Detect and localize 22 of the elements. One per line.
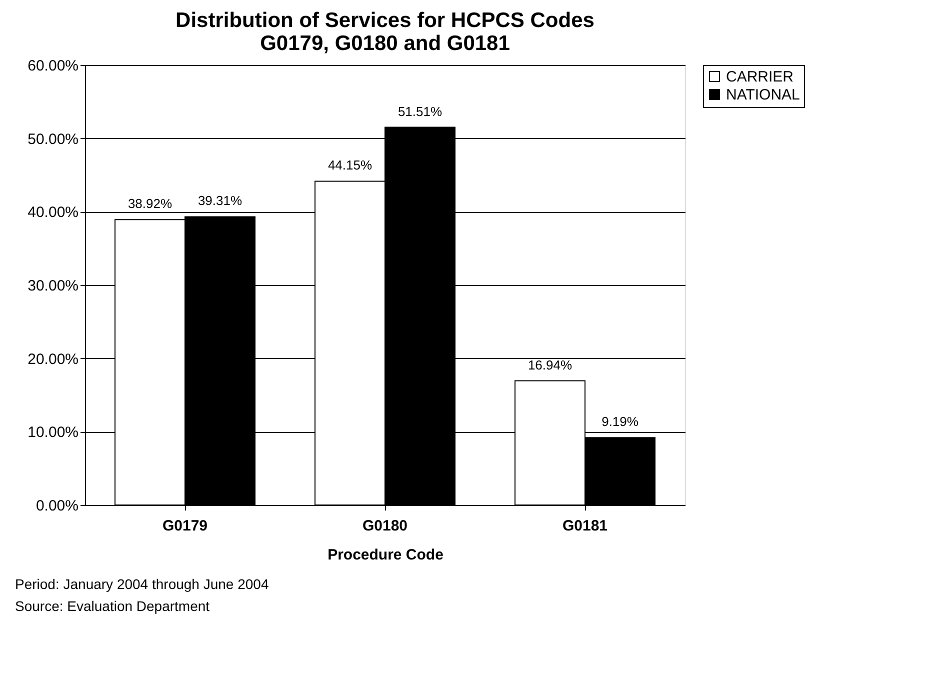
legend-label: NATIONAL <box>726 86 800 104</box>
data-label: 39.31% <box>198 193 242 208</box>
y-tick-label: 40.00% <box>28 204 78 222</box>
y-tick-label: 50.00% <box>28 130 78 148</box>
y-tick-label: 60.00% <box>28 58 78 74</box>
chart-title: Distribution of Services for HCPCS Codes G0179, G0180 and G0181 <box>176 9 594 55</box>
data-label: 51.51% <box>398 104 442 119</box>
data-label: 16.94% <box>528 357 572 372</box>
source-note: Source: Evaluation Department <box>15 598 210 614</box>
data-label: 38.92% <box>128 196 172 212</box>
x-tick-label: G0180 <box>362 518 408 534</box>
y-tick-label: 30.00% <box>28 278 78 294</box>
data-label: 9.19% <box>602 414 639 430</box>
y-tick-label: 10.00% <box>28 424 78 442</box>
x-tick-label: G0179 <box>162 518 208 534</box>
legend-label: CARRIER <box>726 68 794 86</box>
data-label: 44.15% <box>328 158 372 173</box>
text: Period: January 2004 through June 2004 <box>15 576 269 592</box>
y-tick-label: 0.00% <box>36 498 78 514</box>
x-axis-title: Procedure Code <box>328 546 444 564</box>
x-tick-label: G0181 <box>562 518 608 534</box>
y-tick-label: 20.00% <box>28 350 78 368</box>
